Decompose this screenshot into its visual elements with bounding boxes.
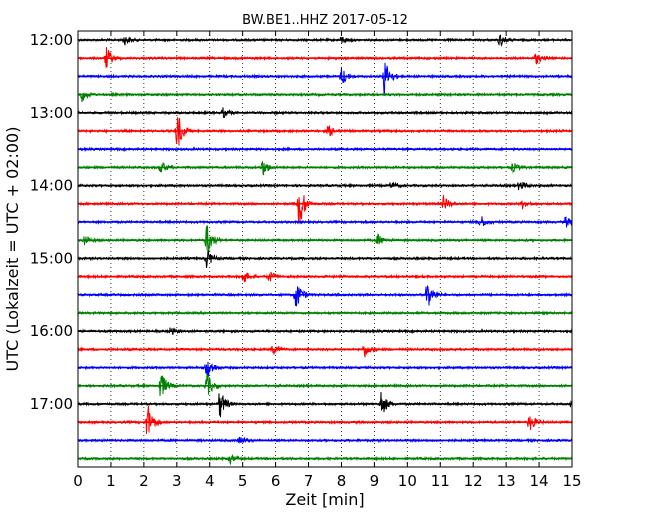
y-tick-label: 12:00 <box>30 31 73 49</box>
x-tick-label: 9 <box>370 472 380 490</box>
trace-lines <box>77 34 573 466</box>
trace-line <box>77 345 573 358</box>
x-tick-label: 13 <box>497 472 516 490</box>
trace-line <box>77 405 573 434</box>
x-tick-label: 5 <box>238 472 248 490</box>
y-axis-label: UTC (Lokalzeit = UTC + 02:00) <box>3 127 22 372</box>
y-ticks: 12:00 13:00 14:00 15:00 16:00 17:00 <box>30 31 73 413</box>
trace-line <box>77 47 573 68</box>
x-tick-label: 7 <box>304 472 314 490</box>
x-tick-label: 8 <box>337 472 347 490</box>
x-ticks: 0 1 2 3 4 5 6 7 8 9 10 11 12 13 14 15 <box>73 31 582 490</box>
x-tick-label: 14 <box>530 472 549 490</box>
x-tick-label: 2 <box>139 472 149 490</box>
trace-line <box>77 453 573 466</box>
x-tick-label: 1 <box>106 472 116 490</box>
y-tick-label: 17:00 <box>30 395 73 413</box>
grid-lines <box>77 31 573 467</box>
trace-line <box>77 373 573 396</box>
x-tick-label: 6 <box>271 472 281 490</box>
y-tick-label: 14:00 <box>30 177 73 195</box>
plot-frame <box>77 30 573 468</box>
trace-line <box>77 285 573 307</box>
y-tick-label: 16:00 <box>30 322 73 340</box>
x-axis-label: Zeit [min] <box>285 490 364 509</box>
y-tick-label: 15:00 <box>30 249 73 267</box>
x-tick-label: 11 <box>431 472 450 490</box>
trace-line <box>77 225 573 253</box>
trace-line <box>77 248 573 268</box>
x-tick-label: 15 <box>562 472 581 490</box>
y-tick-label: 13:00 <box>30 104 73 122</box>
x-tick-label: 3 <box>172 472 182 490</box>
trace-line <box>77 195 573 223</box>
x-tick-label: 10 <box>398 472 417 490</box>
trace-line <box>77 62 573 94</box>
x-tick-label: 4 <box>205 472 215 490</box>
x-tick-label: 12 <box>464 472 483 490</box>
x-tick-label: 0 <box>73 472 83 490</box>
trace-line <box>77 160 573 176</box>
trace-line <box>77 361 573 379</box>
chart-title: BW.BE1..HHZ 2017-05-12 <box>242 13 408 28</box>
trace-line <box>77 116 573 146</box>
